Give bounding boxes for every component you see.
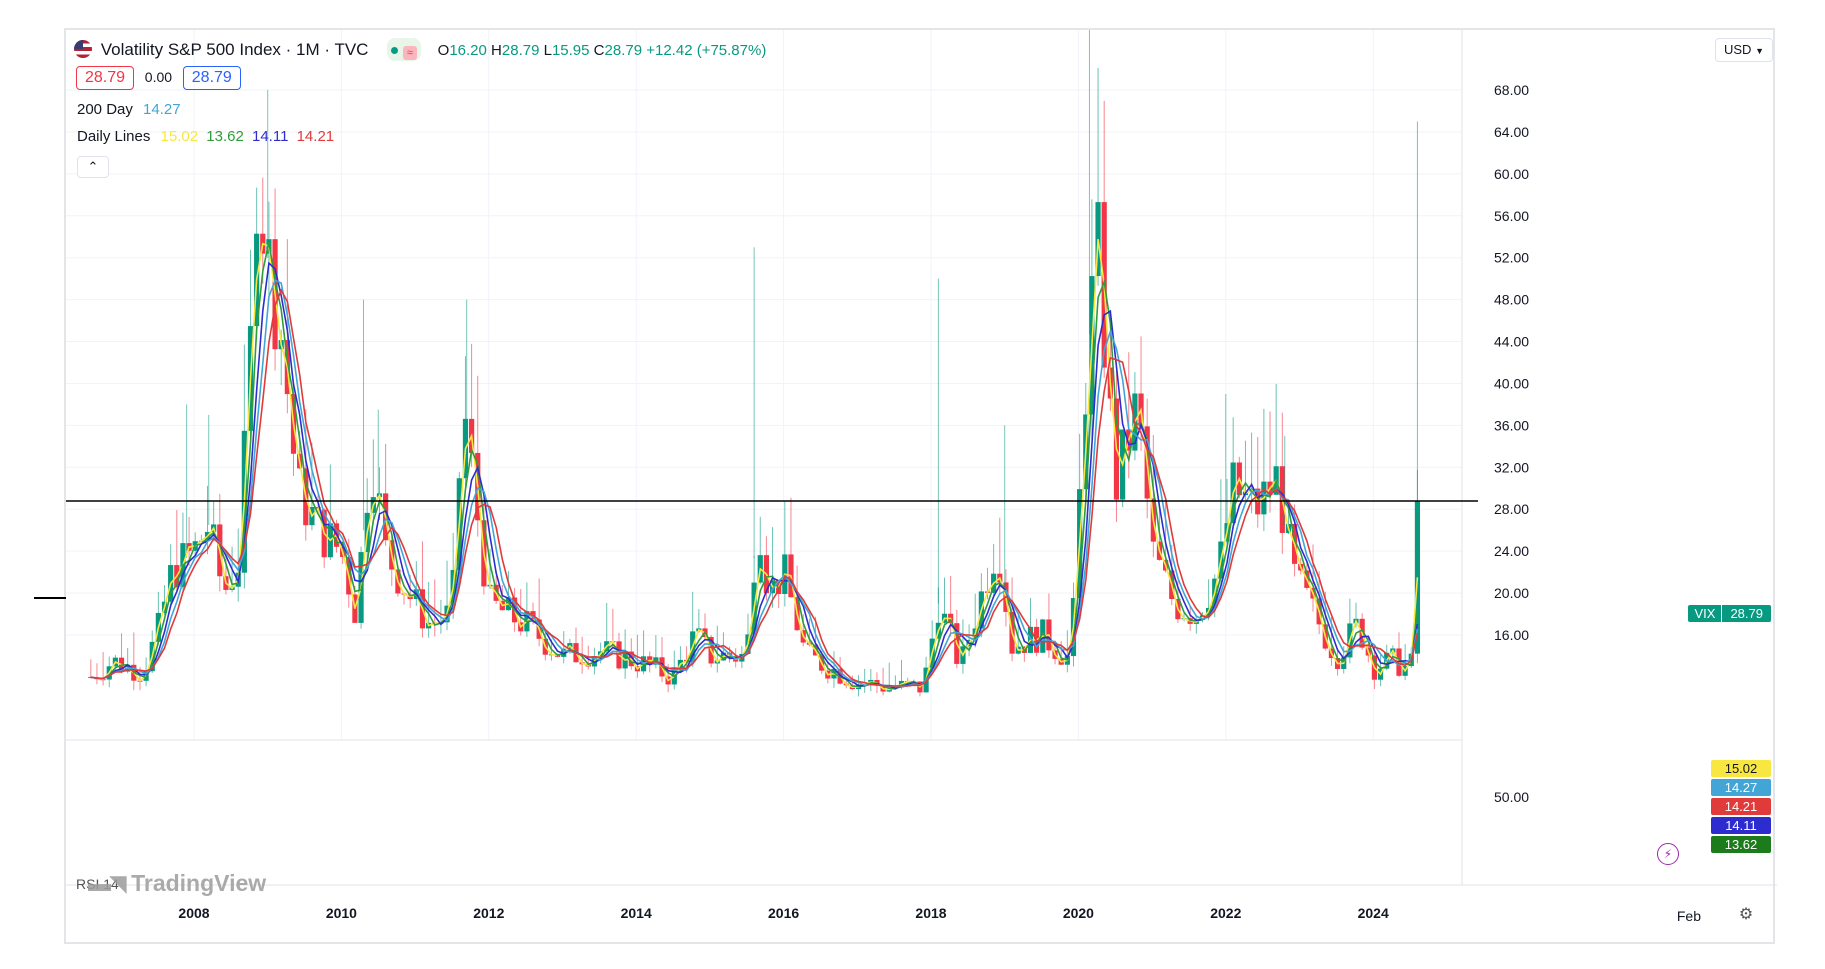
spread-value: 0.00 bbox=[144, 69, 173, 85]
high-label: H bbox=[491, 42, 502, 59]
watermark-text: TradingView bbox=[131, 870, 267, 896]
high-value: 28.79 bbox=[501, 42, 540, 59]
time-axis-partial-label: Feb bbox=[1676, 908, 1701, 924]
chart-frame: 68.00 64.00 60.00 56.00 52.00 48.00 44.00 40.00… bbox=[64, 28, 1777, 946]
low-value: 15.95 bbox=[551, 42, 590, 59]
price-tag-value: 28.79 bbox=[1722, 605, 1771, 622]
open-value: 16.20 bbox=[449, 42, 487, 59]
ohlc-readout: O16.20 H28.79 L15.95 C28.79 +12.42 (+75.… bbox=[438, 42, 767, 59]
y-tick-label: 20.00 bbox=[1494, 585, 1529, 601]
x-tick-label: 2014 bbox=[621, 905, 652, 921]
last-value-tag-5: 13.62 bbox=[1711, 836, 1771, 853]
y-tick-label: 60.00 bbox=[1494, 166, 1529, 182]
daily-line-1-value: 15.02 bbox=[160, 128, 199, 145]
last-value-tag-4: 14.11 bbox=[1711, 817, 1771, 834]
y-tick-label: 40.00 bbox=[1494, 375, 1529, 391]
tradingview-watermark: ▬◥ TradingView bbox=[88, 870, 266, 897]
market-status-icon[interactable]: ≈ bbox=[387, 38, 421, 61]
y-tick-label: 52.00 bbox=[1494, 250, 1529, 266]
y-tick-label: 56.00 bbox=[1494, 208, 1529, 224]
buy-button[interactable]: 28.79 bbox=[182, 66, 241, 90]
daily-line-1 bbox=[90, 238, 1419, 691]
y-tick-label: 28.00 bbox=[1494, 501, 1529, 517]
currency-label: USD bbox=[1724, 42, 1752, 57]
y-tick-label: 44.00 bbox=[1494, 334, 1529, 350]
daily-lines-label: Daily Lines bbox=[77, 128, 151, 145]
close-label: C bbox=[593, 42, 605, 59]
x-tick-label: 2012 bbox=[473, 905, 504, 921]
x-tick-label: 2016 bbox=[768, 905, 799, 921]
open-label: O bbox=[437, 42, 450, 59]
last-value-tag-3: 14.21 bbox=[1711, 798, 1771, 815]
change-value: +12.42 (+75.87%) bbox=[646, 42, 767, 59]
rsi-tick-label: 50.00 bbox=[1494, 789, 1529, 805]
daily-line-4-value: 14.21 bbox=[296, 128, 335, 145]
y-tick-label: 16.00 bbox=[1494, 627, 1529, 643]
current-price-tag: VIX 28.79 bbox=[1688, 605, 1771, 623]
us-flag-icon bbox=[74, 40, 92, 58]
price-tag-symbol: VIX bbox=[1688, 605, 1722, 622]
daily-line-2-value: 13.62 bbox=[206, 128, 244, 145]
x-tick-label: 2024 bbox=[1358, 905, 1389, 921]
ma200-line bbox=[90, 279, 1419, 688]
settings-gear-icon[interactable]: ⚙ bbox=[1738, 906, 1754, 923]
chevron-up-icon: ⌃ bbox=[87, 159, 99, 174]
close-value: 28.79 bbox=[604, 42, 643, 59]
symbol-legend: Volatility S&P 500 Index · 1M · TVC ≈ O1… bbox=[74, 38, 766, 61]
daily-line-3 bbox=[90, 261, 1419, 689]
lightning-icon[interactable]: ⚡ bbox=[1657, 843, 1679, 865]
last-value-tag-2: 14.27 bbox=[1711, 779, 1771, 796]
chart-canvas[interactable]: 68.00 64.00 60.00 56.00 52.00 48.00 44.00 40.00… bbox=[66, 30, 1777, 946]
trade-buttons: 28.79 0.00 28.79 bbox=[76, 66, 241, 90]
y-tick-label: 36.00 bbox=[1494, 417, 1529, 433]
horizontal-line-overhang bbox=[34, 597, 66, 599]
low-label: L bbox=[543, 42, 552, 59]
ma200-legend[interactable]: 200 Day 14.27 bbox=[77, 101, 181, 118]
y-tick-label: 48.00 bbox=[1494, 292, 1529, 308]
chevron-down-icon: ▼ bbox=[1755, 46, 1764, 56]
x-tick-label: 2020 bbox=[1063, 905, 1094, 921]
x-tick-label: 2010 bbox=[326, 905, 357, 921]
y-tick-label: 64.00 bbox=[1494, 124, 1529, 140]
rsi-pane-label[interactable]: RSI 14 bbox=[76, 876, 119, 892]
tradingview-logo-icon: ▬◥ bbox=[88, 870, 127, 896]
x-tick-label: 2008 bbox=[178, 905, 209, 921]
x-tick-label: 2018 bbox=[915, 905, 946, 921]
daily-line-4 bbox=[90, 288, 1419, 687]
currency-selector[interactable]: USD ▼ bbox=[1715, 38, 1773, 62]
last-value-tag-1: 15.02 bbox=[1711, 760, 1771, 777]
symbol-title[interactable]: Volatility S&P 500 Index · 1M · TVC bbox=[100, 40, 369, 59]
collapse-legend-button[interactable]: ⌃ bbox=[77, 156, 109, 178]
y-tick-label: 32.00 bbox=[1494, 459, 1529, 475]
y-tick-label: 68.00 bbox=[1494, 82, 1529, 98]
ma200-label: 200 Day bbox=[77, 101, 133, 118]
daily-lines-legend[interactable]: Daily Lines 15.02 13.62 14.11 14.21 bbox=[77, 128, 334, 145]
ma200-value: 14.27 bbox=[143, 101, 181, 118]
x-tick-label: 2022 bbox=[1210, 905, 1241, 921]
daily-line-3-value: 14.11 bbox=[251, 128, 289, 145]
sell-button[interactable]: 28.79 bbox=[76, 66, 135, 90]
y-tick-label: 24.00 bbox=[1494, 543, 1529, 559]
